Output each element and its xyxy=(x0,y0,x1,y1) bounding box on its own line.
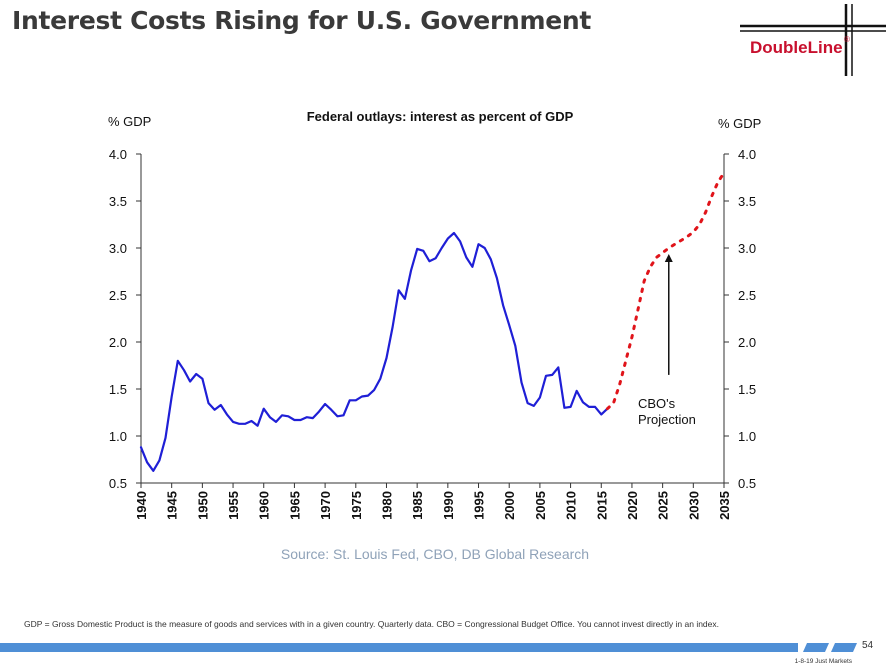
x-tick-label: 1950 xyxy=(195,491,210,520)
y-tick-label-left: 0.5 xyxy=(109,476,127,491)
footer-bar xyxy=(0,643,798,652)
annotation-arrow-head xyxy=(664,254,673,262)
y-tick-label-left: 4.0 xyxy=(109,147,127,162)
slide-title: Interest Costs Rising for U.S. Governmen… xyxy=(12,6,592,35)
x-tick-label: 1965 xyxy=(287,491,302,520)
historical-line xyxy=(139,231,609,472)
x-tick-label: 1990 xyxy=(441,491,456,520)
chart-title: Federal outlays: interest as percent of … xyxy=(307,109,574,124)
y-tick-label-right: 3.5 xyxy=(738,194,756,209)
x-tick-label: 1940 xyxy=(134,491,149,520)
y-tick-label-left: 2.5 xyxy=(109,288,127,303)
x-tick-label: 2000 xyxy=(502,491,517,520)
x-tick-label: 1945 xyxy=(165,491,180,520)
logo-text: DoubleLine xyxy=(750,38,843,57)
y-tick-label-right: 1.5 xyxy=(738,382,756,397)
x-tick-label: 2025 xyxy=(656,491,671,520)
x-tick-label: 2035 xyxy=(717,491,732,520)
footer-tag: 1-8-19 Just Markets xyxy=(794,658,852,665)
interest-chart: Federal outlays: interest as percent of … xyxy=(108,109,761,520)
y-tick-label-left: 2.0 xyxy=(109,335,127,350)
logo-registered-mark: ® xyxy=(844,35,850,44)
chart-source: Source: St. Louis Fed, CBO, DB Global Re… xyxy=(280,546,590,562)
annotation-label-line2: Projection xyxy=(638,412,696,427)
x-tick-label: 2015 xyxy=(594,491,609,520)
logo-frame-lines xyxy=(740,4,886,76)
doubleline-logo: DoubleLine ® xyxy=(740,4,886,78)
projection-line xyxy=(605,171,726,411)
y-tick-label-right: 2.5 xyxy=(738,288,756,303)
x-tick-label: 1955 xyxy=(226,491,241,520)
footer-blocks xyxy=(803,643,857,652)
y-tick-label-right: 0.5 xyxy=(738,476,756,491)
y-axis-label-right: % GDP xyxy=(718,116,761,131)
x-tick-label: 1980 xyxy=(379,491,394,520)
annotation-label-line1: CBO's xyxy=(638,396,676,411)
footnote: GDP = Gross Domestic Product is the meas… xyxy=(24,619,719,629)
x-tick-label: 2010 xyxy=(564,491,579,520)
y-tick-label-right: 1.0 xyxy=(738,429,756,444)
y-tick-label-left: 1.0 xyxy=(109,429,127,444)
x-tick-label: 1970 xyxy=(318,491,333,520)
x-tick-label: 2030 xyxy=(686,491,701,520)
y-axis-label-left: % GDP xyxy=(108,114,151,129)
x-tick-label: 1975 xyxy=(349,491,364,520)
x-tick-label: 2020 xyxy=(625,491,640,520)
y-tick-label-left: 1.5 xyxy=(109,382,127,397)
x-tick-label: 1960 xyxy=(257,491,272,520)
y-tick-label-left: 3.0 xyxy=(109,241,127,256)
page-number: 54 xyxy=(862,640,874,651)
x-tick-label: 2005 xyxy=(533,491,548,520)
y-tick-label-right: 2.0 xyxy=(738,335,756,350)
y-tick-label-left: 3.5 xyxy=(109,194,127,209)
x-tick-label: 1985 xyxy=(410,491,425,520)
x-tick-label: 1995 xyxy=(472,491,487,520)
y-tick-label-right: 4.0 xyxy=(738,147,756,162)
y-tick-label-right: 3.0 xyxy=(738,241,756,256)
